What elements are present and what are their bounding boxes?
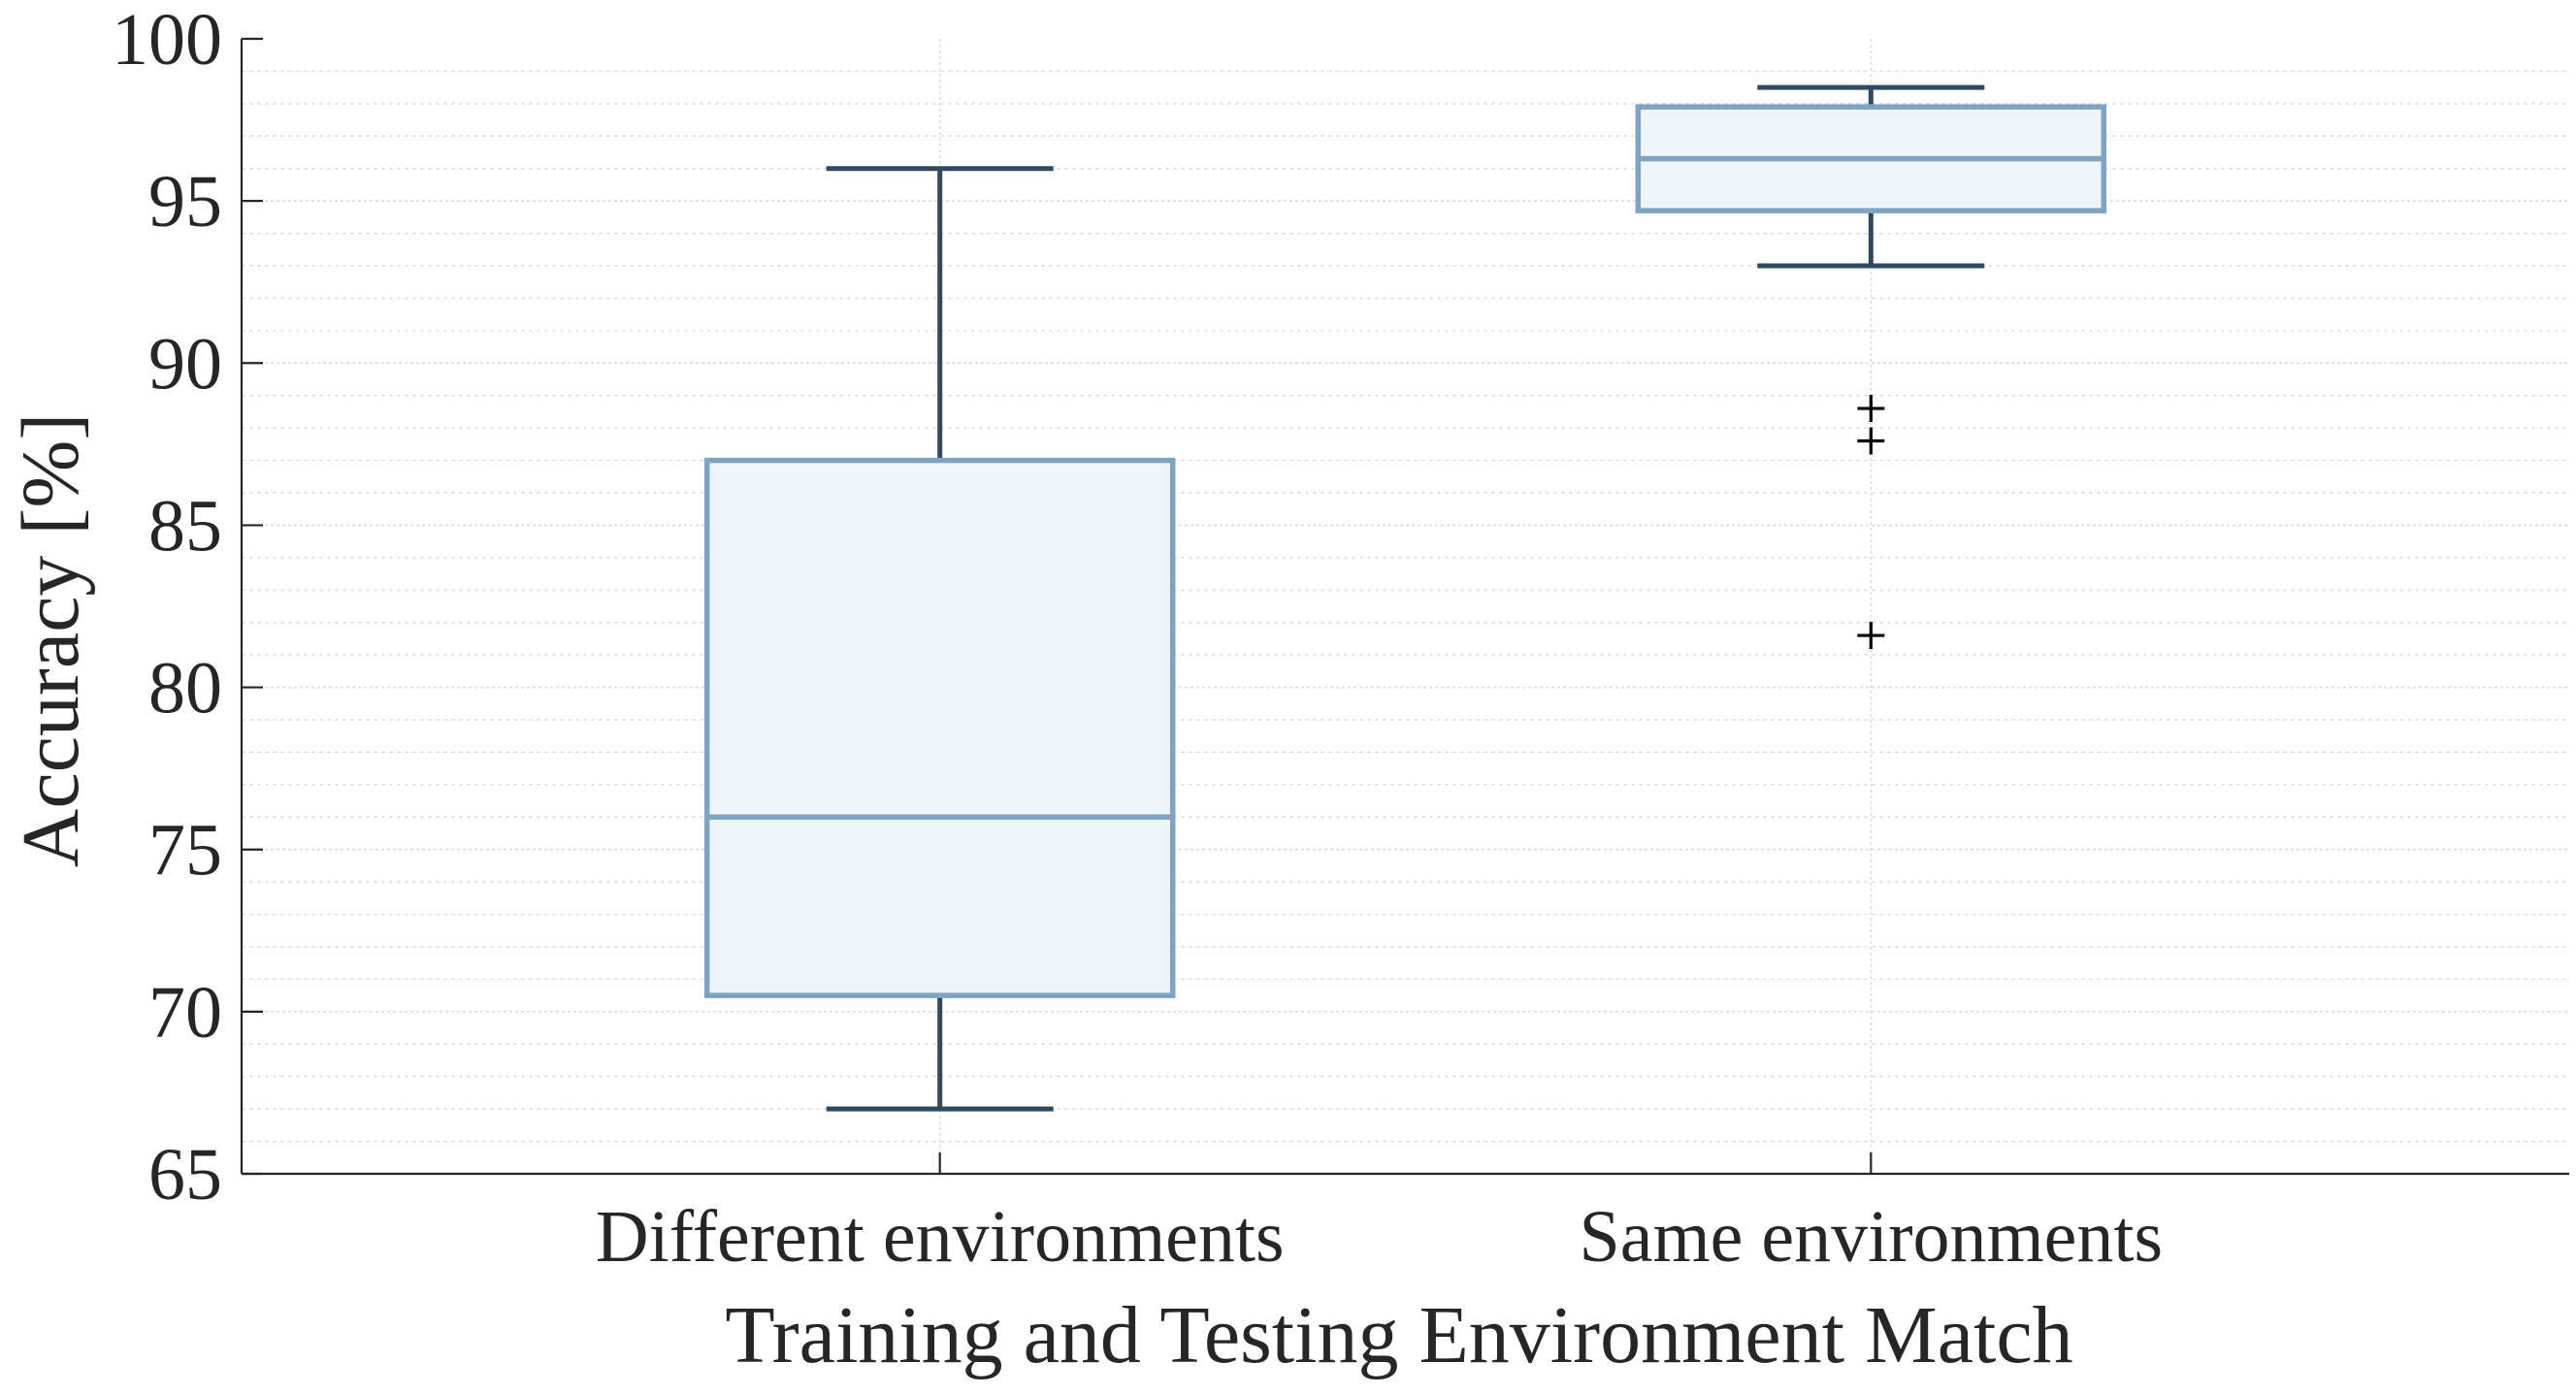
outlier-marker [1857, 395, 1885, 423]
outlier-marker [1857, 427, 1885, 455]
y-tick-label: 65 [148, 1134, 222, 1216]
x-axis-title: Training and Testing Environment Match [725, 1290, 2072, 1380]
axis-layer [240, 37, 2569, 1176]
y-tick-label: 75 [148, 810, 222, 892]
grid-layer [242, 39, 2569, 1174]
y-tick-label: 70 [148, 972, 222, 1054]
x-tick-label: Different environments [596, 1196, 1285, 1278]
y-tick-label: 100 [112, 0, 222, 81]
y-tick-label: 95 [148, 161, 222, 243]
y-tick-label: 85 [148, 485, 222, 567]
box-layer [703, 84, 2107, 1112]
label-layer: 65 70 75 80 85 90 95 100 Different environments S… [112, 0, 2163, 1278]
y-tick-label: 90 [148, 323, 222, 405]
x-tick-label: Same environments [1580, 1196, 2164, 1278]
y-tick-label: 80 [148, 648, 222, 729]
outlier-marker [1857, 622, 1885, 650]
y-axis-title: Accuracy [%] [6, 413, 96, 868]
iqr-box [703, 457, 1176, 998]
